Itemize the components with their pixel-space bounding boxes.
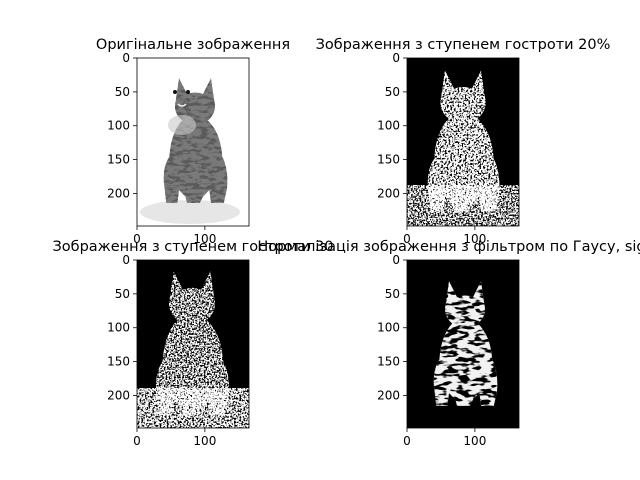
panel-2: Зображення з ступенем гостроти 20% 0 100 … xyxy=(316,37,611,246)
x-tick-label: 0 xyxy=(133,434,141,448)
panel-1-title: Оригінальне зображення xyxy=(96,37,290,53)
panel-2-frame xyxy=(406,57,520,227)
x-tick-label: 100 xyxy=(193,232,216,246)
panel-3: Зображення з ступенем гостроти 30 0 100 0… xyxy=(52,239,333,448)
x-tick-label: 0 xyxy=(403,434,411,448)
y-tick-label: 0 xyxy=(392,253,400,267)
y-tick-label: 100 xyxy=(377,321,400,335)
y-tick-label: 100 xyxy=(107,321,130,335)
panel-3-xaxis: 0 100 xyxy=(133,428,216,448)
x-tick-label: 100 xyxy=(463,232,486,246)
y-tick-label: 100 xyxy=(377,119,400,133)
x-tick-label: 0 xyxy=(133,232,141,246)
panel-3-image xyxy=(137,260,249,428)
panel-4-xaxis: 0 100 xyxy=(403,428,486,448)
x-tick-label: 100 xyxy=(193,434,216,448)
y-tick-label: 0 xyxy=(122,253,130,267)
panel-3-yaxis: 0 50 100 150 200 xyxy=(107,253,137,402)
panel-4-yaxis: 0 50 100 150 200 xyxy=(377,253,407,402)
panel-4: Нормалізація зображення з фільтром по Га… xyxy=(257,239,640,448)
panel-4-image xyxy=(407,260,519,428)
panel-1-frame xyxy=(136,57,250,227)
y-tick-label: 50 xyxy=(115,287,130,301)
y-tick-label: 200 xyxy=(107,388,130,402)
x-tick-label: 0 xyxy=(403,232,411,246)
panel-4-title: Нормалізація зображення з фільтром по Га… xyxy=(257,239,640,255)
y-tick-label: 150 xyxy=(377,355,400,369)
panel-2-title: Зображення з ступенем гостроти 20% xyxy=(316,37,611,53)
panel-2-yaxis: 0 50 100 150 200 xyxy=(377,51,407,200)
y-tick-label: 200 xyxy=(377,186,400,200)
panel-1: Оригінальне зображення 0 100 0 50 100 150 200 xyxy=(96,37,290,246)
panel-1-xaxis: 0 100 xyxy=(133,226,216,246)
panel-3-frame xyxy=(136,259,250,429)
y-tick-label: 100 xyxy=(107,119,130,133)
y-tick-label: 50 xyxy=(385,85,400,99)
y-tick-label: 200 xyxy=(107,186,130,200)
y-tick-label: 150 xyxy=(107,355,130,369)
panel-2-image xyxy=(407,58,519,226)
y-tick-label: 50 xyxy=(115,85,130,99)
y-tick-label: 0 xyxy=(122,51,130,65)
panel-3-title: Зображення з ступенем гостроти 30 xyxy=(52,239,333,255)
panel-1-yaxis: 0 50 100 150 200 xyxy=(107,51,137,200)
panel-1-image xyxy=(137,58,249,226)
y-tick-label: 150 xyxy=(107,153,130,167)
x-tick-label: 100 xyxy=(463,434,486,448)
y-tick-label: 50 xyxy=(385,287,400,301)
panel-4-frame xyxy=(406,259,520,429)
y-tick-label: 150 xyxy=(377,153,400,167)
y-tick-label: 0 xyxy=(392,51,400,65)
panel-2-xaxis: 0 100 xyxy=(403,226,486,246)
y-tick-label: 200 xyxy=(377,388,400,402)
